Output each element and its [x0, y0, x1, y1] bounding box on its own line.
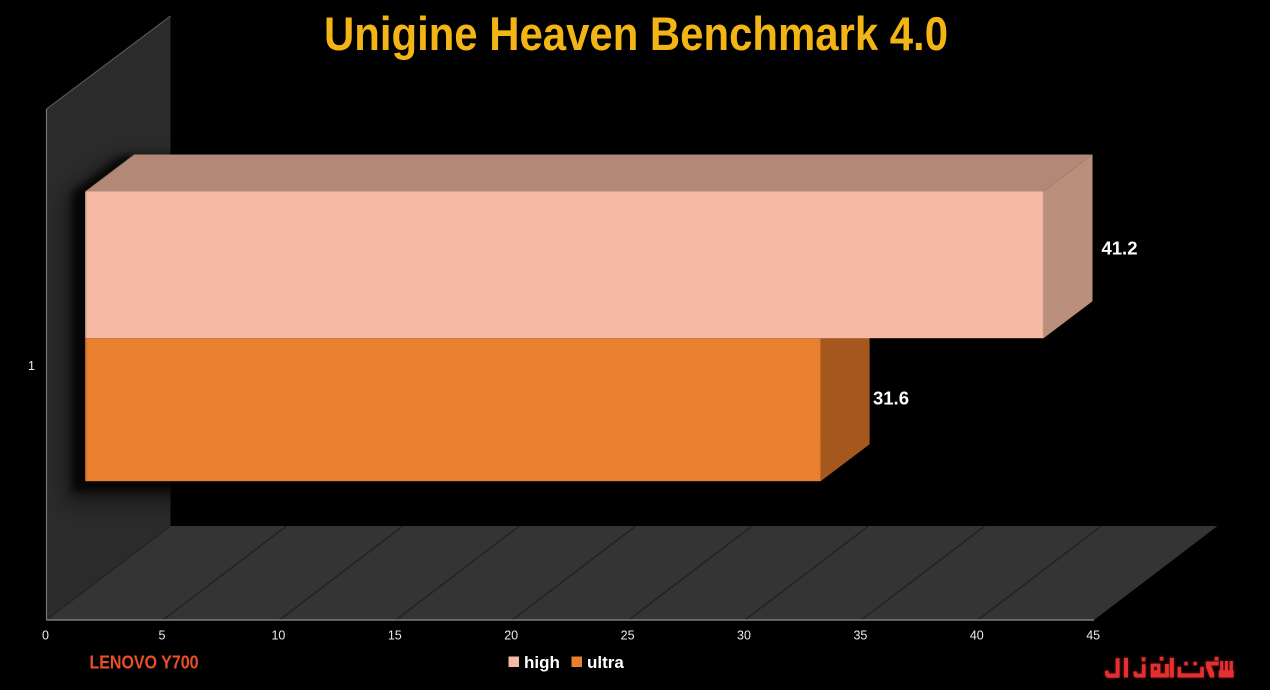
svg-text:20: 20	[504, 628, 518, 642]
svg-text:10: 10	[271, 628, 285, 642]
svg-text:high: high	[524, 653, 560, 672]
svg-text:LENOVO Y700: LENOVO Y700	[90, 653, 199, 673]
svg-text:15: 15	[388, 628, 402, 642]
svg-text:41.2: 41.2	[1101, 238, 1137, 259]
svg-text:40: 40	[970, 628, 984, 642]
svg-text:35: 35	[853, 628, 867, 642]
svg-text:5: 5	[159, 628, 166, 642]
svg-text:25: 25	[621, 628, 635, 642]
svg-text:Unigine Heaven Benchmark 4.0: Unigine Heaven Benchmark 4.0	[324, 7, 948, 60]
svg-text:0: 0	[42, 628, 49, 642]
svg-text:ultra: ultra	[587, 653, 624, 672]
svg-text:1: 1	[28, 359, 35, 373]
svg-text:45: 45	[1086, 628, 1100, 642]
svg-text:31.6: 31.6	[873, 388, 909, 409]
svg-text:30: 30	[737, 628, 751, 642]
